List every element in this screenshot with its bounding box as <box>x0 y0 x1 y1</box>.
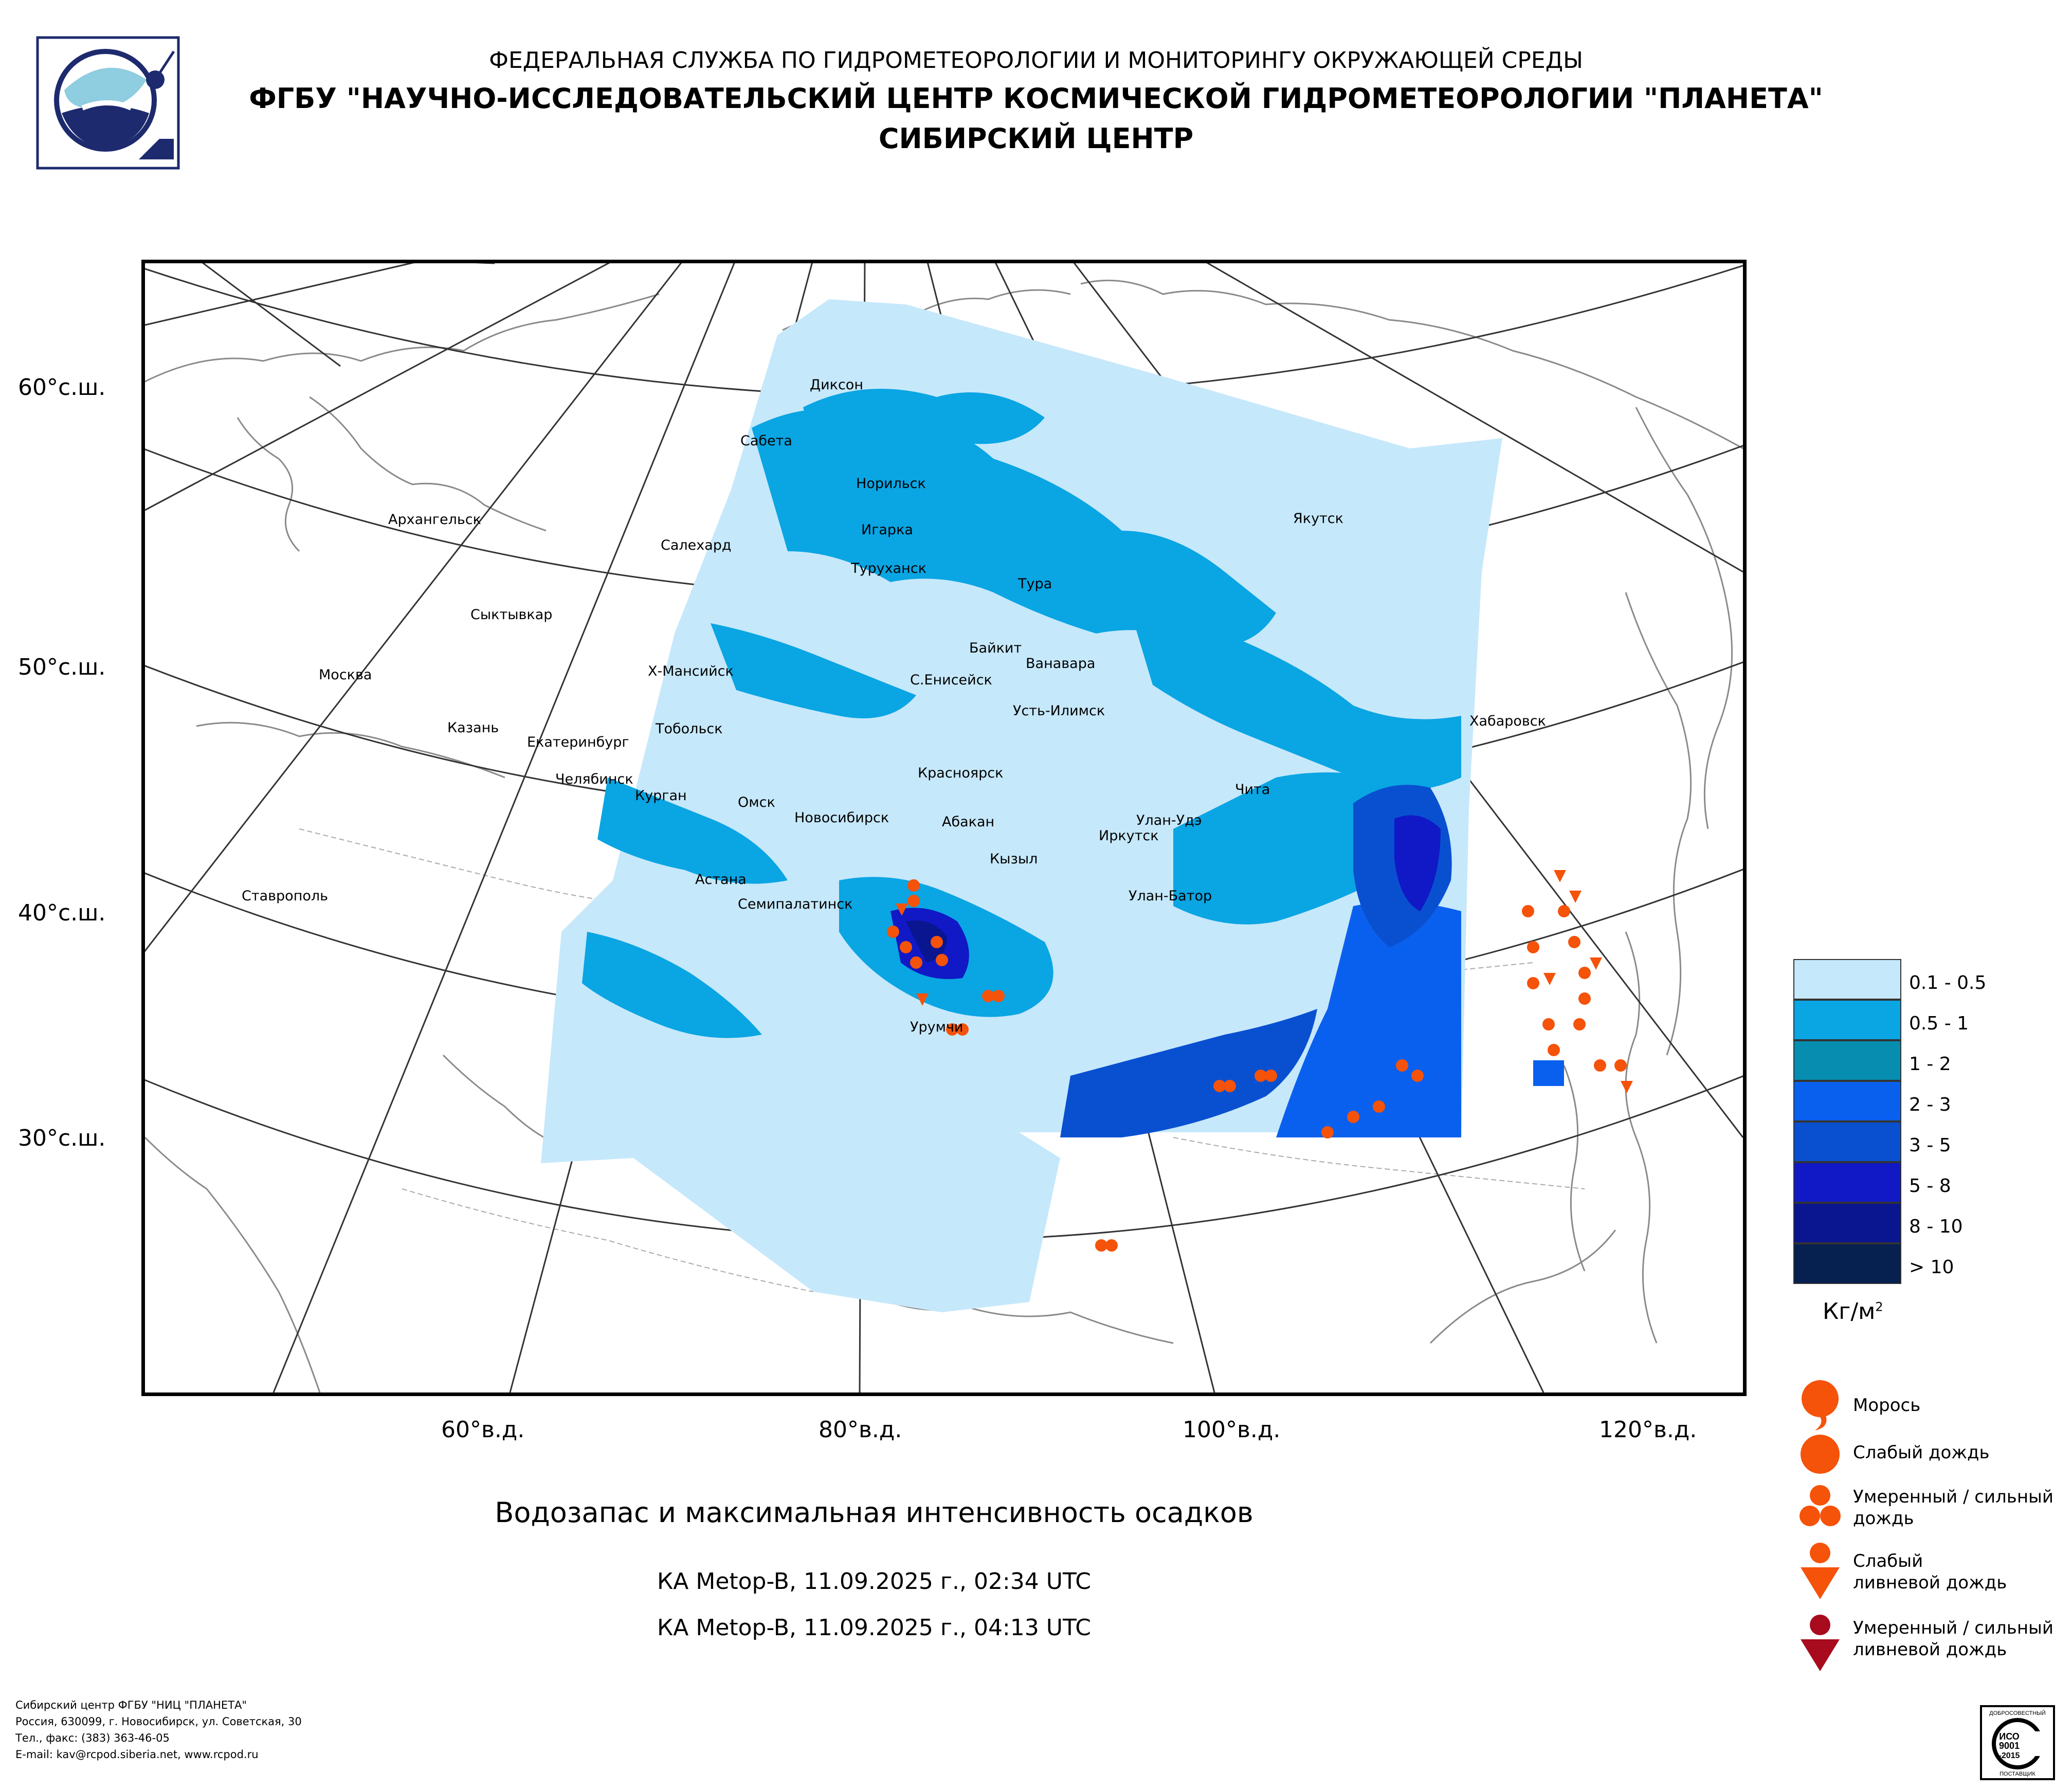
map-title: Водозапас и максимальная интенсивность о… <box>495 1496 1253 1529</box>
city-label: Хабаровск <box>1469 713 1546 729</box>
city-label: Архангельск <box>388 512 481 528</box>
city-label: Байкит <box>969 640 1022 656</box>
legend-light-shower: Слабый ливневой дождь <box>1853 1551 2007 1593</box>
precipitation-markers <box>887 870 1633 1252</box>
satellite-pass-2: КА Metop-B, 11.09.2025 г., 04:13 UTC <box>657 1615 1091 1641</box>
city-label: Якутск <box>1293 511 1343 527</box>
legend-light-rain: Слабый дождь <box>1853 1442 1990 1463</box>
light-shower-icon <box>1810 1543 1830 1563</box>
coastlines <box>145 279 1743 1392</box>
organization-title: ФГБУ "НАУЧНО-ИССЛЕДОВАТЕЛЬСКИЙ ЦЕНТР КОС… <box>249 82 1823 115</box>
iso-certification-badge: ДОБРОСОВЕСТНЫЙ ИСО 9001 -2015 ПОСТАВЩИК <box>1980 1705 2055 1780</box>
city-label: Улан-Батор <box>1129 888 1212 904</box>
legend-bin: 3 - 5 <box>1793 1121 2061 1162</box>
city-label: Сыктывкар <box>470 607 553 623</box>
svg-text:ИСО: ИСО <box>1999 1731 2020 1742</box>
legend-bin: 2 - 3 <box>1793 1081 2061 1121</box>
city-label: Челябинск <box>555 771 633 787</box>
city-label: Тобольск <box>656 721 723 737</box>
city-label: Норильск <box>856 476 926 492</box>
legend-bin: 0.5 - 1 <box>1793 1000 2061 1040</box>
center-title: СИБИРСКИЙ ЦЕНТР <box>878 122 1194 155</box>
city-label: Москва <box>319 667 372 683</box>
city-label: Ставрополь <box>242 888 329 904</box>
city-label: Салехард <box>661 537 732 553</box>
city-label: Туруханск <box>851 560 926 576</box>
water-content-legend: 0.1 - 0.5 0.5 - 1 1 - 2 2 - 3 3 - 5 5 - … <box>1793 959 2061 1284</box>
lon-label-120: 120°в.д. <box>1599 1417 1697 1443</box>
map-canvas <box>145 263 1743 1392</box>
drizzle-icon <box>1802 1380 1839 1417</box>
svg-text:9001: 9001 <box>1999 1741 2020 1751</box>
water-content-field <box>541 299 1564 1312</box>
footer-contacts: Сибирский центр ФГБУ "НИЦ "ПЛАНЕТА" Росс… <box>15 1699 302 1761</box>
city-label: Сабета <box>740 433 792 449</box>
legend-moderate-rain: Умеренный / сильный дождь <box>1853 1487 2053 1529</box>
legend-bin: 0.1 - 0.5 <box>1793 959 2061 1000</box>
svg-text:ПОСТАВЩИК: ПОСТАВЩИК <box>2000 1771 2035 1777</box>
city-label: Астана <box>695 872 747 888</box>
svg-text:-2015: -2015 <box>1999 1751 2020 1760</box>
legend-heavy-shower: Умеренный / сильный ливневой дождь <box>1853 1618 2053 1660</box>
planeta-logo <box>36 36 180 170</box>
city-label: Игарка <box>861 522 913 538</box>
satellite-pass-1: КА Metop-B, 11.09.2025 г., 02:34 UTC <box>657 1568 1091 1595</box>
city-label: С.Енисейск <box>910 672 992 688</box>
city-label: Ванавара <box>1026 656 1096 672</box>
light-rain-icon <box>1801 1435 1840 1474</box>
lat-label-60: 60°с.ш. <box>18 374 106 401</box>
moderate-rain-icon <box>1810 1485 1830 1506</box>
legend-bin: 1 - 2 <box>1793 1040 2061 1081</box>
city-label: Омск <box>738 794 775 810</box>
city-label: Красноярск <box>918 765 1004 781</box>
city-label: Семипалатинск <box>738 896 853 912</box>
city-label: Казань <box>447 720 499 736</box>
city-label: Абакан <box>942 814 995 830</box>
svg-text:ДОБРОСОВЕСТНЫЙ: ДОБРОСОВЕСТНЫЙ <box>1989 1710 2046 1716</box>
city-label: Улан-Удэ <box>1136 812 1202 828</box>
city-label: Диксон <box>810 377 863 393</box>
lon-label-100: 100°в.д. <box>1183 1417 1281 1443</box>
city-label: Тура <box>1018 576 1052 592</box>
legend-bin: 8 - 10 <box>1793 1203 2061 1243</box>
city-label: Урумчи <box>910 1019 964 1035</box>
agency-title: ФЕДЕРАЛЬНАЯ СЛУЖБА ПО ГИДРОМЕТЕОРОЛОГИИ … <box>489 47 1583 74</box>
city-label: Курган <box>635 788 687 804</box>
heavy-shower-icon <box>1810 1615 1830 1635</box>
legend-drizzle: Морось <box>1853 1395 1921 1416</box>
city-label: Чита <box>1235 782 1270 798</box>
city-label: Новосибирск <box>794 810 889 826</box>
city-label: Кызыл <box>990 851 1038 867</box>
legend-bin: > 10 <box>1793 1243 2061 1284</box>
lon-label-80: 80°в.д. <box>819 1417 902 1443</box>
city-label: Усть-Илимск <box>1013 703 1105 719</box>
drizzle-tail-icon <box>1815 1414 1827 1431</box>
lon-label-60: 60°в.д. <box>441 1417 525 1443</box>
precip-legend-symbols <box>1800 1380 1841 1671</box>
city-label: Х-Мансийск <box>648 663 734 679</box>
lat-label-50: 50°с.ш. <box>18 654 106 680</box>
legend-bin: 5 - 8 <box>1793 1162 2061 1203</box>
map-frame <box>141 260 1747 1396</box>
city-label: Иркутск <box>1099 828 1159 844</box>
lat-label-30: 30°с.ш. <box>18 1125 106 1151</box>
legend-units: Кг/м2 <box>1823 1298 1883 1325</box>
city-label: Екатеринбург <box>527 734 629 750</box>
lat-label-40: 40°с.ш. <box>18 900 106 926</box>
